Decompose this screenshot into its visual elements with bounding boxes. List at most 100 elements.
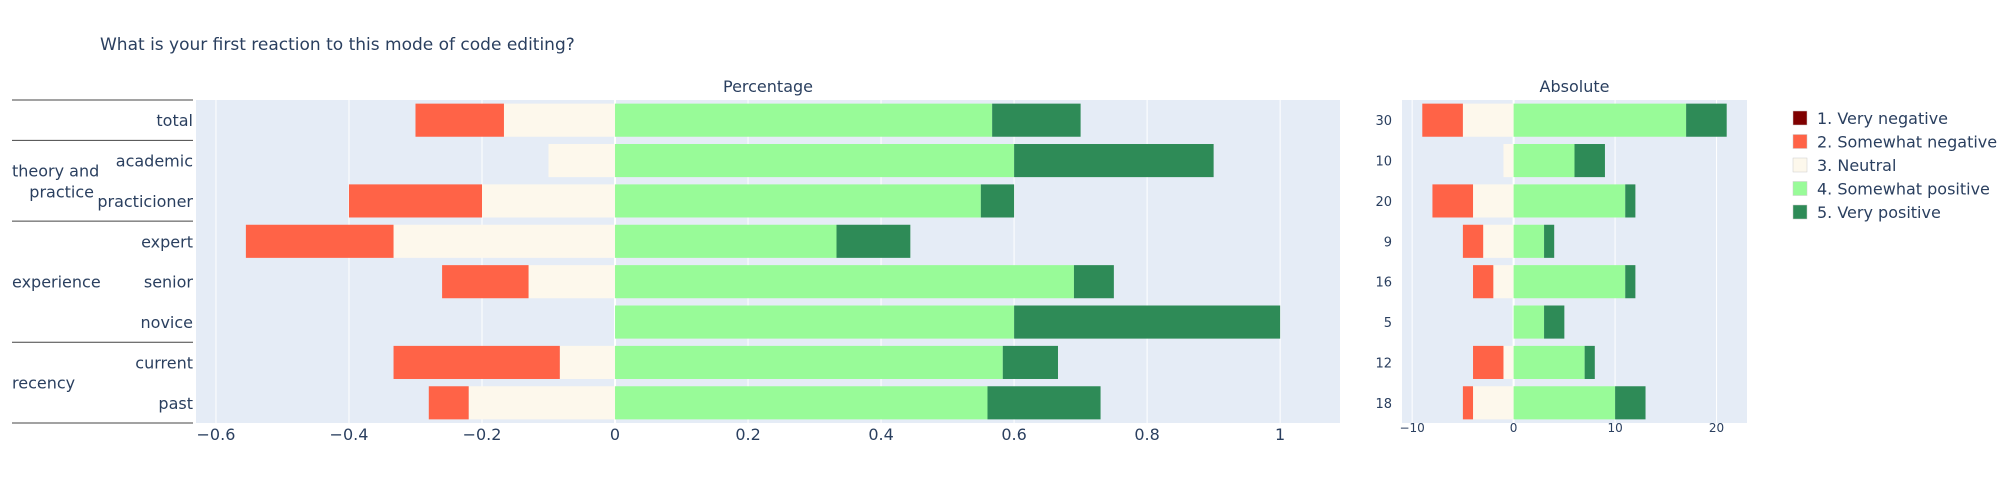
- row-count-label: 10: [1375, 155, 1392, 170]
- x-tick-label: −0.6: [197, 425, 236, 444]
- legend-item-label: 4. Somewhat positive: [1817, 180, 1990, 199]
- bar-pos-very: [1686, 103, 1727, 137]
- group-label: practice: [29, 182, 94, 201]
- bar-pos-somewhat: [1513, 224, 1545, 258]
- legend: 1. Very negative 2. Somewhat negative 3. N…: [1792, 109, 1997, 222]
- bar-neg-neutral: [548, 144, 616, 178]
- row-label: current: [135, 353, 193, 372]
- bar-neg-neutral: [1473, 184, 1514, 218]
- legend-swatch: [1792, 204, 1808, 220]
- row-count-label: 12: [1375, 356, 1392, 371]
- bar-pos-very: [1002, 345, 1058, 379]
- bar-pos-somewhat: [615, 386, 988, 420]
- bar-neg-neutral: [1483, 224, 1514, 258]
- x-tick-label: 0: [1510, 421, 1518, 435]
- legend-swatch: [1792, 181, 1808, 196]
- bar-neg-somewhat: [428, 386, 469, 420]
- row-count-label: 5: [1384, 316, 1392, 331]
- row-count-label: 16: [1375, 276, 1392, 291]
- bar-pos-somewhat: [615, 103, 993, 137]
- bar-neg-neutral: [1473, 386, 1514, 420]
- bar-neg-somewhat: [1462, 386, 1474, 420]
- bar-pos-very: [836, 224, 911, 258]
- row-label: past: [158, 394, 193, 413]
- bar-pos-somewhat: [1513, 144, 1575, 178]
- bar-pos-very: [1625, 265, 1636, 299]
- x-tick-label: 0: [610, 425, 620, 444]
- bar-neg-neutral: [503, 103, 616, 137]
- legend-swatch: [1792, 110, 1808, 126]
- bar-pos-somewhat: [1513, 386, 1616, 420]
- legend-item-label: 1. Very negative: [1817, 109, 1948, 128]
- bar-pos-very: [1625, 184, 1636, 218]
- row-count-label: 9: [1384, 235, 1392, 250]
- bar-neg-neutral: [1503, 144, 1514, 178]
- row-count-label: 18: [1375, 397, 1392, 412]
- row-label: expert: [141, 232, 193, 251]
- bar-neg-somewhat: [1473, 265, 1494, 299]
- panel-title: Absolute: [1540, 77, 1610, 96]
- x-tick-label: −10: [1399, 421, 1424, 435]
- bar-neg-neutral: [1503, 345, 1514, 379]
- bar-neg-neutral: [1462, 103, 1514, 137]
- row-label: academic: [116, 152, 193, 171]
- bar-neg-neutral: [1493, 265, 1514, 299]
- x-tick-label: 10: [1607, 421, 1622, 435]
- bar-neg-somewhat: [415, 103, 504, 137]
- bar-neg-somewhat: [442, 265, 529, 299]
- x-tick-label: 20: [1709, 421, 1724, 435]
- bar-pos-somewhat: [615, 144, 1015, 178]
- bar-pos-very: [1584, 345, 1595, 379]
- bar-pos-somewhat: [615, 224, 837, 258]
- bar-neg-somewhat: [1473, 345, 1504, 379]
- group-labels: theory and practice experience recency: [12, 99, 193, 424]
- bar-pos-somewhat: [1513, 103, 1687, 137]
- bar-pos-very: [1014, 144, 1214, 178]
- group-label: recency: [12, 374, 75, 393]
- bar-neg-neutral: [528, 265, 616, 299]
- bar-neg-somewhat: [1462, 224, 1484, 258]
- bar-pos-very: [992, 103, 1081, 137]
- x-tick-label: 1: [1275, 425, 1285, 444]
- chart-title: What is your first reaction to this mode…: [100, 35, 575, 55]
- percentage-panel: Percentage −0.6 −0.4 −0.2 0 0.2 0.4 0.6 0.8 1: [196, 77, 1340, 444]
- bar-neg-neutral: [468, 386, 616, 420]
- x-tick-label: 0.6: [1001, 425, 1026, 444]
- bar-pos-somewhat: [1513, 305, 1545, 339]
- bar-pos-somewhat: [615, 184, 981, 218]
- x-tick-label: −0.4: [330, 425, 369, 444]
- panel-title: Percentage: [723, 77, 813, 96]
- group-label: experience: [12, 273, 101, 292]
- bar-pos-somewhat: [615, 345, 1003, 379]
- legend-item-label: 2. Somewhat negative: [1817, 133, 1997, 152]
- row-label: senior: [144, 273, 194, 292]
- bar-pos-somewhat: [1513, 184, 1626, 218]
- bar-pos-somewhat: [1513, 345, 1585, 379]
- row-label: novice: [141, 313, 193, 332]
- x-tick-label: −0.2: [463, 425, 502, 444]
- bar-neg-neutral: [393, 224, 616, 258]
- legend-item-label: 5. Very positive: [1817, 203, 1941, 222]
- bar-pos-very: [1544, 224, 1555, 258]
- row-count-label: 20: [1375, 195, 1392, 210]
- absolute-panel: Absolute −10 0 10 20 30 10 20 9 16 5 12 18: [1375, 77, 1747, 435]
- bar-neg-somewhat: [1422, 103, 1463, 137]
- bar-neg-neutral: [559, 345, 616, 379]
- bar-neg-somewhat: [393, 345, 560, 379]
- bar-pos-very: [1615, 386, 1646, 420]
- bar-pos-somewhat: [615, 305, 1015, 339]
- bar-neg-neutral: [482, 184, 616, 218]
- row-label: practicioner: [97, 192, 193, 211]
- row-label: total: [156, 111, 193, 130]
- bar-pos-very: [1014, 305, 1281, 339]
- x-tick-label: 0.8: [1134, 425, 1159, 444]
- row-count-label: 30: [1375, 114, 1392, 129]
- bar-pos-somewhat: [1513, 265, 1626, 299]
- legend-item-label: 3. Neutral: [1817, 156, 1896, 175]
- x-tick-label: 0.2: [735, 425, 760, 444]
- bar-pos-very: [1544, 305, 1565, 339]
- bar-pos-very: [987, 386, 1101, 420]
- legend-swatch: [1792, 134, 1808, 149]
- bar-pos-very: [980, 184, 1015, 218]
